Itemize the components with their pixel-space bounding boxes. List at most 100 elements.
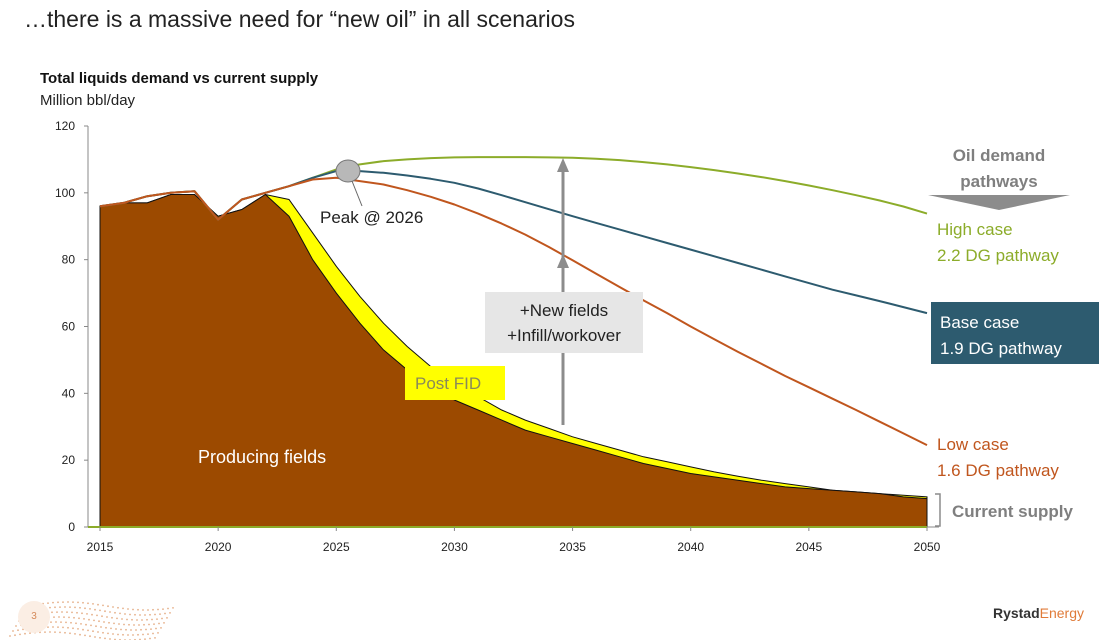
chart-lines (99, 156, 928, 446)
chart-areas (99, 193, 928, 528)
deco-dot (61, 611, 63, 613)
deco-dot (84, 607, 86, 610)
low-case-label-2: 1.6 DG pathway (937, 461, 1059, 480)
deco-dot (49, 606, 51, 609)
deco-dot (154, 613, 156, 616)
deco-dot (107, 632, 109, 635)
deco-dot (68, 616, 70, 619)
deco-dot (132, 634, 134, 636)
deco-dot (101, 615, 103, 618)
deco-dot (166, 617, 168, 619)
deco-dot (57, 626, 59, 628)
deco-dot (122, 607, 124, 610)
deco-dot (167, 607, 169, 610)
deco-dot (14, 634, 16, 637)
deco-dot (47, 602, 49, 604)
deco-dot (15, 625, 17, 627)
gap-arrowhead-upper (557, 158, 569, 172)
deco-dot (111, 616, 113, 619)
deco-dot (135, 629, 137, 631)
deco-dot (146, 618, 148, 621)
chart-title: Total liquids demand vs current supply (40, 70, 319, 87)
deco-dot (85, 623, 87, 626)
deco-dot (144, 614, 146, 616)
deco-dot (99, 609, 101, 612)
deco-dot (122, 633, 124, 636)
peak-leader (351, 180, 363, 207)
deco-dot (97, 631, 99, 633)
x-tick-label-2025: 2025 (323, 540, 350, 554)
deco-dot (99, 636, 101, 639)
deco-dot (82, 601, 84, 604)
deco-dot (149, 613, 151, 616)
deco-dot (139, 614, 141, 616)
deco-dot (102, 631, 104, 634)
deco-dot (59, 606, 61, 608)
deco-dot (76, 611, 78, 614)
deco-dot (72, 601, 74, 603)
current-supply-bracket (935, 493, 941, 527)
new-fields-box (485, 292, 643, 353)
area-producing-fields (99, 193, 928, 528)
y-tick-label-120: 120 (55, 119, 75, 133)
deco-dot (63, 616, 65, 618)
deco-dot (49, 631, 51, 633)
deco-dot (56, 611, 58, 613)
deco-dot (58, 616, 60, 618)
deco-dot (74, 606, 76, 609)
deco-dot (80, 623, 82, 625)
deco-dot (119, 612, 121, 615)
producing-fields-label: Producing fields (198, 447, 326, 467)
deco-dot (62, 601, 64, 603)
deco-dot (132, 608, 134, 611)
deco-dot (19, 633, 21, 636)
deco-dot (154, 637, 156, 639)
deco-dot (105, 626, 107, 629)
deco-dot (52, 626, 54, 628)
deco-dot (126, 618, 128, 621)
x-tick-label-2050: 2050 (914, 540, 941, 554)
deco-dot (124, 613, 126, 615)
deco-dot (92, 630, 94, 633)
deco-dot (67, 626, 69, 629)
peak-marker (335, 159, 361, 183)
deco-dot (117, 606, 119, 609)
deco-dot (52, 601, 54, 604)
deco-dot (162, 608, 164, 610)
deco-dot (51, 611, 53, 614)
deco-dot (71, 611, 73, 614)
new-fields-label: +New fields (520, 301, 608, 320)
deco-dot (89, 635, 91, 638)
base-case-label-2: 1.9 DG pathway (940, 339, 1062, 358)
deco-dot (106, 616, 108, 618)
deco-dot (107, 605, 109, 608)
deco-dot (127, 608, 129, 610)
oil-demand-label-2: pathways (960, 172, 1037, 191)
post-fid-box (405, 366, 505, 400)
deco-dot (74, 633, 76, 635)
deco-dot (133, 624, 135, 626)
post-fid-label: Post FID (415, 374, 481, 393)
deco-dot (137, 608, 139, 611)
deco-dot (121, 618, 123, 620)
deco-dot (92, 603, 94, 605)
high-case-label-1: High case (937, 220, 1013, 239)
x-tick-label-2030: 2030 (441, 540, 468, 554)
deco-dot (143, 623, 145, 626)
deco-dot (57, 601, 59, 604)
deco-dot (117, 633, 119, 636)
deco-dot (79, 606, 81, 609)
deco-dot (141, 619, 143, 621)
deco-dot (69, 632, 71, 635)
deco-dot (60, 621, 62, 623)
deco-dot (73, 616, 75, 619)
deco-dot (160, 627, 162, 629)
deco-dot (50, 621, 52, 623)
deco-dot (79, 633, 81, 636)
deco-dot (155, 627, 157, 630)
deco-dot (161, 617, 163, 620)
deco-dot (116, 617, 118, 620)
deco-dot (65, 621, 67, 624)
deco-dot (169, 612, 171, 614)
